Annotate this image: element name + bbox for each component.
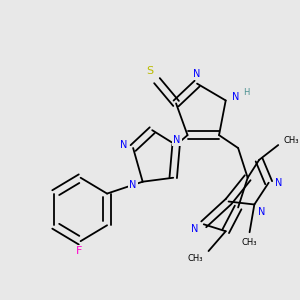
Text: CH₃: CH₃	[188, 254, 203, 263]
Text: CH₃: CH₃	[284, 136, 299, 145]
Text: N: N	[120, 140, 127, 150]
Text: N: N	[173, 135, 181, 145]
Text: S: S	[146, 66, 153, 76]
Text: N: N	[274, 178, 282, 188]
Text: H: H	[244, 88, 250, 97]
Text: N: N	[194, 69, 201, 79]
Text: N: N	[129, 180, 137, 190]
Text: N: N	[232, 92, 239, 103]
Text: CH₃: CH₃	[242, 238, 257, 247]
Text: N: N	[258, 207, 266, 218]
Text: F: F	[76, 246, 82, 256]
Text: N: N	[190, 224, 198, 234]
